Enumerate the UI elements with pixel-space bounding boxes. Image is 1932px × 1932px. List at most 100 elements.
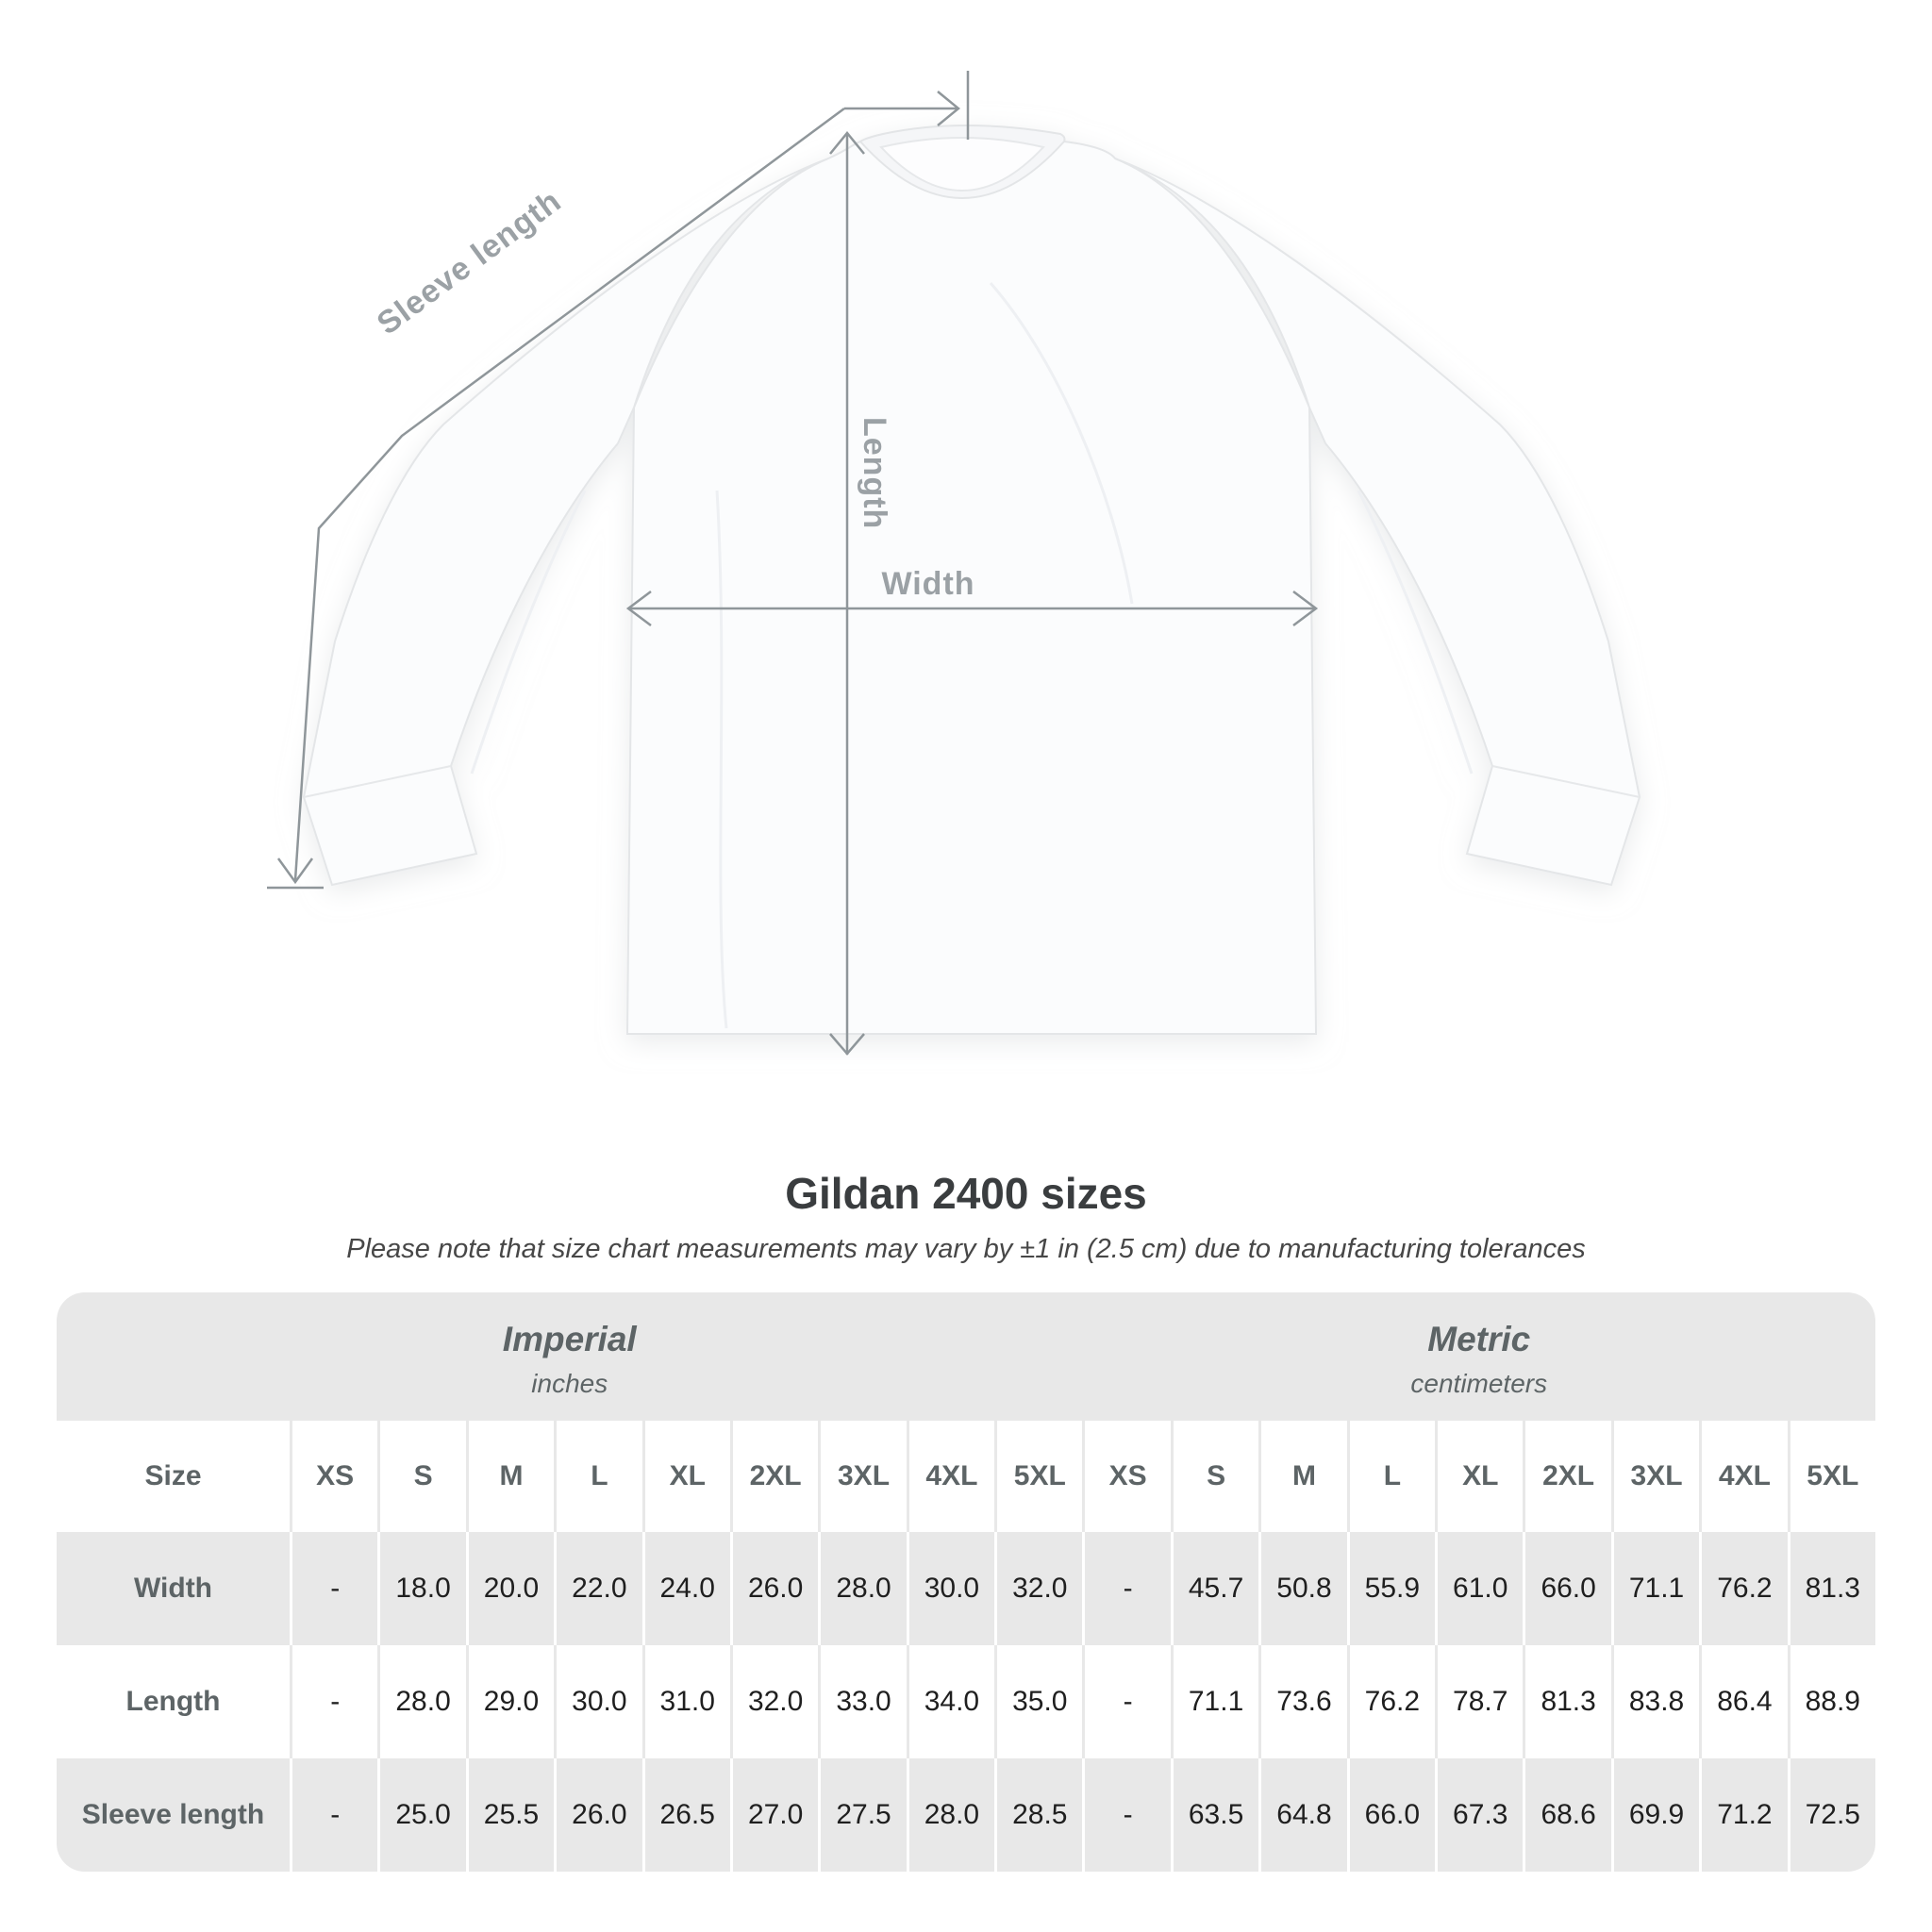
size-value-cell: 69.9 [1613,1758,1700,1872]
size-value-cell: 50.8 [1261,1532,1347,1645]
size-value-cell: 68.6 [1525,1758,1611,1872]
size-value-cell: 32.0 [732,1645,819,1758]
size-value-cell: 27.0 [732,1758,819,1872]
shirt-collar-opening [879,137,1045,192]
size-value-cell: 72.5 [1790,1758,1875,1872]
size-value-cell: - [1085,1645,1171,1758]
length-measure: Length [829,131,892,1056]
size-value-cell: 71.1 [1613,1532,1700,1645]
size-value-cell: 28.0 [380,1645,466,1758]
size-value-cell: 35.0 [997,1645,1083,1758]
metric-header: Metric centimeters [1083,1314,1876,1399]
size-value-cell: 28.0 [908,1758,995,1872]
size-column-header: XL [644,1421,730,1532]
size-value-cell: 88.9 [1790,1645,1875,1758]
table-row-width: Width -18.0 20.0 22.0 24.0 26.0 28.0 30.0 32.0-… [57,1532,1875,1645]
row-label-cell: Width [57,1532,290,1645]
size-column-header: 3XL [821,1421,907,1532]
size-value-cell: 32.0 [997,1532,1083,1645]
size-value-cell: 18.0 [380,1532,466,1645]
shirt-illustration [302,125,1641,1035]
size-value-cell: 24.0 [644,1532,730,1645]
size-value-cell: 66.0 [1525,1532,1611,1645]
arrow-right-icon [937,91,960,126]
size-value-cell: 81.3 [1790,1532,1875,1645]
fabric-fold [1357,490,1474,774]
fabric-fold [715,490,728,1029]
size-column-header: 2XL [732,1421,819,1532]
size-value-cell: 28.0 [821,1532,907,1645]
arrow-down-icon [276,858,314,885]
size-value-cell: 33.0 [821,1645,907,1758]
size-value-cell: - [1085,1532,1171,1645]
size-value-cell: 67.3 [1438,1758,1524,1872]
shirt-measurement-diagram: Sleeve length Length Width [267,71,1641,1056]
size-value-cell: 31.0 [644,1645,730,1758]
arrow-up-icon [829,131,865,155]
size-value-cell: 78.7 [1438,1645,1524,1758]
right-cuff-seam [1491,765,1641,798]
size-value-cell: 61.0 [1438,1532,1524,1645]
size-value-cell: 30.0 [908,1532,995,1645]
page-title: Gildan 2400 sizes [785,1169,1147,1218]
size-column-header: XL [1438,1421,1524,1532]
size-value-cell: 45.7 [1173,1532,1259,1645]
size-value-cell: 22.0 [557,1532,642,1645]
size-value-cell: 71.1 [1173,1645,1259,1758]
shirt-left-sleeve [302,158,829,887]
unit-band: Imperial inches Metric centimeters [57,1292,1875,1421]
length-label: Length [857,417,892,529]
metric-label: Metric [1427,1320,1531,1358]
size-column-header: S [1173,1421,1259,1532]
size-value-cell: 55.9 [1349,1532,1436,1645]
sleeve-length-label: Sleeve length [371,183,568,342]
size-column-header: 4XL [1702,1421,1788,1532]
table-row-sleeve-length: Sleeve length -25.0 25.5 26.0 26.5 27.0 27.5 2… [57,1758,1875,1872]
size-column-header: 2XL [1525,1421,1611,1532]
size-value-cell: 64.8 [1261,1758,1347,1872]
size-column-header: M [468,1421,555,1532]
size-value-cell: 81.3 [1525,1645,1611,1758]
size-value-cell: 29.0 [468,1645,555,1758]
imperial-label: Imperial [502,1320,637,1358]
size-value-cell: 66.0 [1349,1758,1436,1872]
table-row-length: Length -28.0 29.0 30.0 31.0 32.0 33.0 34.0 35.0… [57,1645,1875,1758]
size-value-cell: 63.5 [1173,1758,1259,1872]
size-value-cell: 76.2 [1349,1645,1436,1758]
size-value-cell: 20.0 [468,1532,555,1645]
imperial-header: Imperial inches [57,1314,1083,1399]
size-column-header: 4XL [908,1421,995,1532]
fabric-fold [989,282,1134,605]
arrow-down-icon [829,1033,865,1056]
arrow-left-icon [625,591,652,626]
size-column-header: XS [292,1421,378,1532]
size-value-cell: - [292,1758,378,1872]
size-value-cell: 27.5 [821,1758,907,1872]
size-column-header: XS [1085,1421,1171,1532]
size-value-cell: 86.4 [1702,1645,1788,1758]
size-column-header: M [1261,1421,1347,1532]
size-value-cell: 25.5 [468,1758,555,1872]
size-value-cell: 34.0 [908,1645,995,1758]
size-column-header: 3XL [1613,1421,1700,1532]
size-column-header: 5XL [997,1421,1083,1532]
size-value-cell: 25.0 [380,1758,466,1872]
size-value-cell: 26.0 [557,1758,642,1872]
size-value-cell: 30.0 [557,1645,642,1758]
size-value-cell: 71.2 [1702,1758,1788,1872]
size-table: Imperial inches Metric centimeters Size … [57,1292,1875,1872]
width-label: Width [881,566,974,602]
size-value-cell: 83.8 [1613,1645,1700,1758]
arrow-right-icon [1292,591,1319,626]
shirt-right-sleeve [1114,158,1641,887]
row-label-cell: Sleeve length [57,1758,290,1872]
size-header-row: Size XS S M L XL 2XL 3XL 4XL 5XL XS S M L XL 2XL 3XL 4XL… [57,1421,1875,1532]
size-header-cell: Size [57,1421,290,1532]
metric-unit: centimeters [1410,1369,1548,1398]
size-value-cell: 28.5 [997,1758,1083,1872]
size-value-cell: - [1085,1758,1171,1872]
size-value-cell: - [292,1645,378,1758]
size-value-cell: 26.0 [732,1532,819,1645]
size-column-header: 5XL [1790,1421,1875,1532]
